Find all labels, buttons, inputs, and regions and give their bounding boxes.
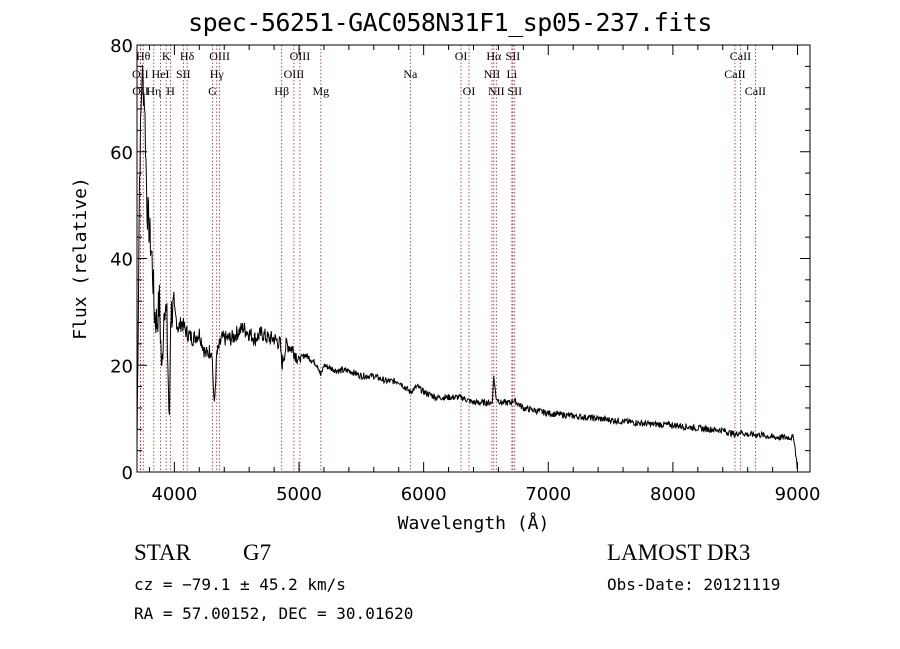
spectral-line-label: Hα (486, 49, 502, 63)
spectral-line-label: OI (463, 84, 476, 98)
spectral-line-label: H (166, 84, 175, 98)
spectral-line-label: Hδ (180, 49, 195, 63)
spectral-line-label: NII (488, 84, 505, 98)
object-class: STAR (134, 540, 191, 565)
x-tick-label: 5000 (276, 484, 322, 505)
spectral-line-label: Hβ (274, 84, 289, 98)
spectral-line-label: OIII (209, 49, 230, 63)
spectral-line-label: OII (132, 84, 149, 98)
survey-name: LAMOST DR3 (607, 540, 751, 565)
spectral-line-label: SII (176, 67, 191, 81)
spectral-line-label: OII (132, 67, 149, 81)
spectral-line-label: OIII (290, 49, 311, 63)
spectrum-data-layer (136, 64, 798, 470)
spectral-line-label: CaII (745, 84, 766, 98)
x-tick-label: 8000 (650, 484, 696, 505)
spectral-line-label: Li (507, 67, 518, 81)
spectral-line-label: Hη (146, 84, 161, 98)
spectral-line-label: OI (455, 49, 468, 63)
x-axis-label: Wavelength (Å) (398, 512, 550, 534)
x-tick-label: 7000 (525, 484, 571, 505)
x-tick-label: 6000 (401, 484, 447, 505)
spectral-line-label: G (208, 84, 217, 98)
spectral-line-label: NII (484, 67, 501, 81)
y-axis-label: Flux (relative) (70, 177, 91, 340)
y-tick-label: 0 (122, 463, 133, 484)
plot-frame (136, 44, 811, 473)
spectral-line-label: HeI (152, 67, 170, 81)
series-line-flux (136, 64, 798, 470)
y-tick-label: 40 (110, 250, 133, 271)
spectral-line-label: SII (506, 49, 521, 63)
object-subclass: G7 (243, 540, 272, 565)
coordinates: RA = 57.00152, DEC = 30.01620 (134, 604, 414, 623)
spectral-line-label: Na (403, 67, 418, 81)
spectral-line-label: Hθ (136, 49, 151, 63)
y-tick-label: 20 (110, 356, 133, 377)
chart-title: spec-56251-GAC058N31F1_sp05-237.fits (188, 8, 712, 37)
spectral-line-label: OIII (284, 67, 305, 81)
spectral-line-label: CaII (724, 67, 745, 81)
spectral-line-label: K (162, 49, 171, 63)
observation-date: Obs-Date: 20121119 (607, 575, 781, 594)
spectral-line-label: CaII (730, 49, 751, 63)
y-tick-label: 60 (110, 143, 133, 164)
y-tick-label: 80 (110, 36, 133, 57)
axis-ticks-layer: 4000 5000 6000 7000 8000 9000 0 20 40 60 80 (110, 36, 820, 505)
x-tick-label: 4000 (151, 484, 197, 505)
redshift-velocity: cz = −79.1 ± 45.2 km/s (134, 575, 346, 594)
spectral-line-label: SII (507, 84, 522, 98)
x-tick-label: 9000 (775, 484, 821, 505)
spectral-line-label: Mg (312, 84, 329, 98)
spectral-lines-layer (139, 45, 756, 472)
spectral-line-label: Hγ (210, 67, 225, 81)
